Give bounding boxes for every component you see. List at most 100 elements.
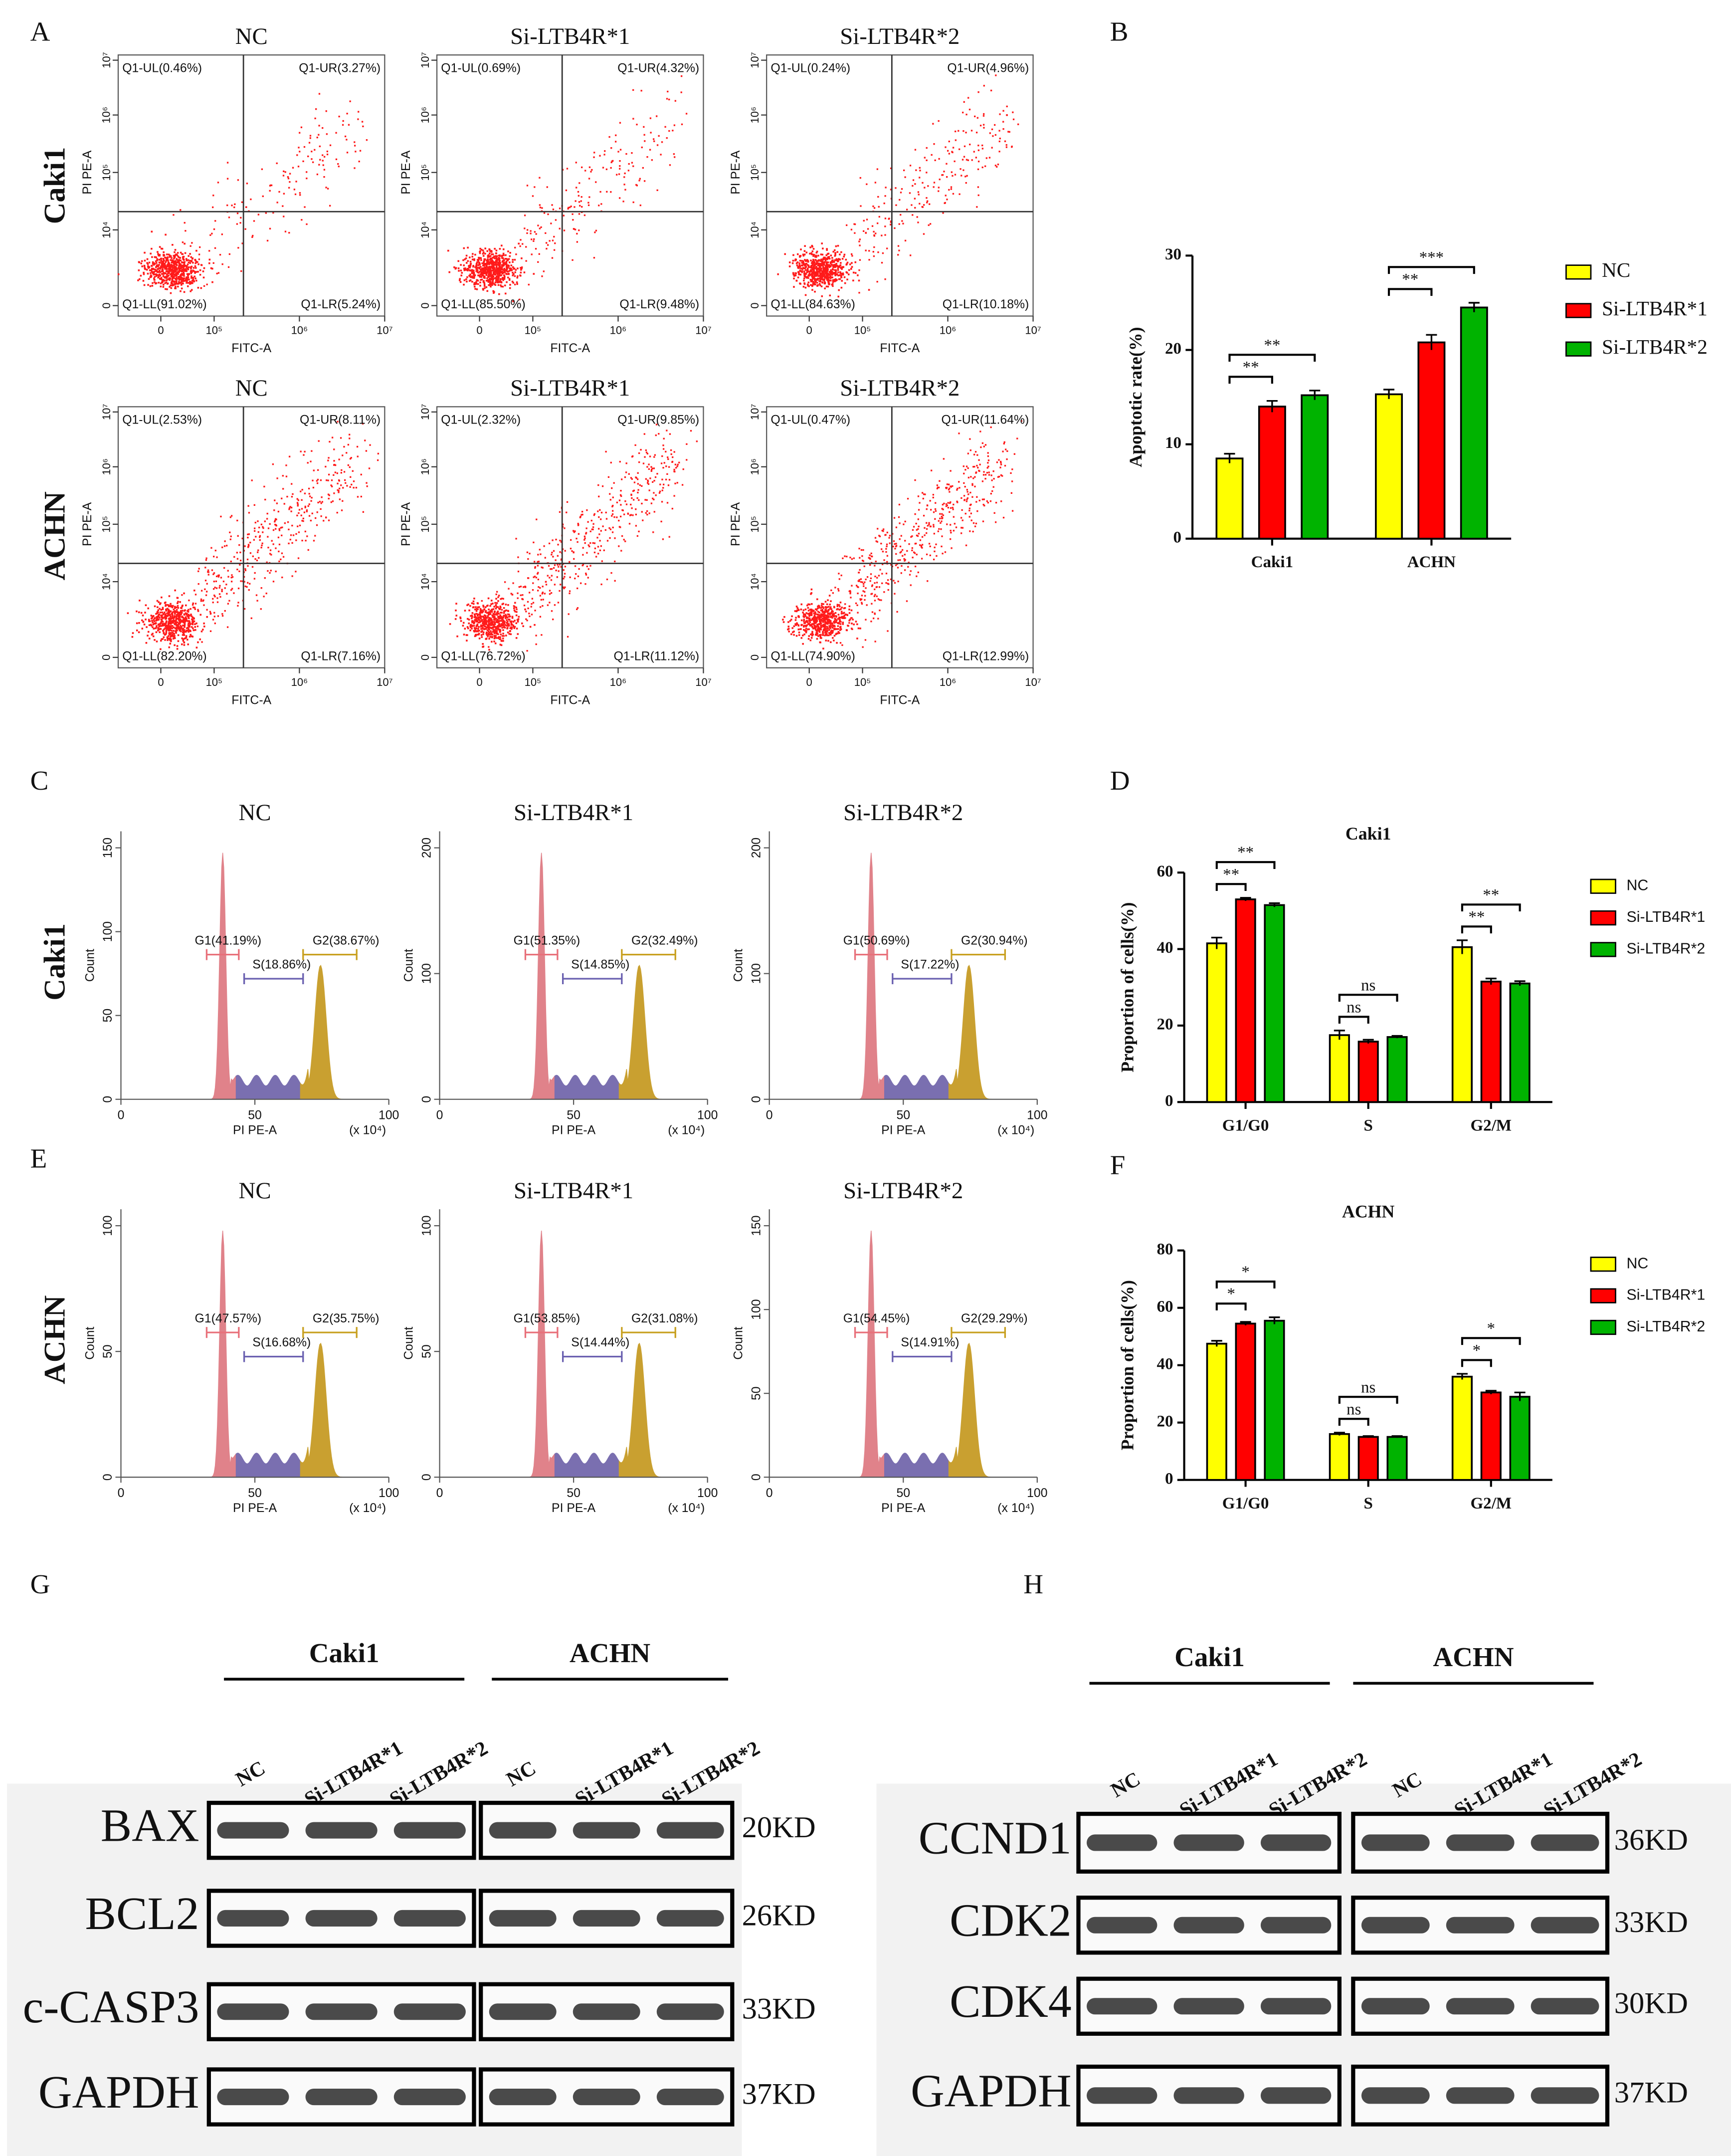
dot: [170, 255, 172, 257]
dot: [506, 627, 509, 629]
dot: [200, 590, 203, 592]
plot-title: NC: [235, 375, 268, 401]
dot: [489, 271, 491, 273]
dot: [828, 280, 830, 282]
dot: [160, 247, 163, 250]
dot: [575, 162, 577, 164]
dot: [481, 609, 483, 612]
dot: [840, 262, 842, 264]
dot: [796, 264, 798, 266]
dot: [788, 631, 790, 633]
dot: [278, 191, 280, 193]
dot: [502, 616, 504, 619]
dot: [828, 629, 830, 631]
dot: [489, 250, 491, 252]
dot: [494, 642, 497, 645]
dot: [488, 648, 490, 651]
dot: [492, 269, 494, 272]
dot: [208, 262, 210, 264]
dot: [269, 553, 271, 555]
dot: [181, 279, 184, 281]
dot: [810, 270, 812, 272]
dot: [831, 622, 833, 625]
dot: [206, 591, 208, 593]
dot: [505, 604, 507, 606]
dot: [504, 263, 506, 265]
dot: [835, 269, 837, 271]
dot: [558, 570, 560, 572]
dot: [649, 117, 652, 119]
dot: [198, 258, 200, 260]
dot: [160, 277, 163, 279]
dot: [932, 123, 934, 125]
dot: [330, 501, 332, 503]
dot: [469, 263, 472, 265]
dot: [160, 628, 162, 630]
dot: [167, 259, 169, 262]
dot: [646, 156, 648, 158]
panel-letter: H: [1023, 1569, 1043, 1599]
dot: [622, 201, 624, 203]
dot: [163, 628, 165, 631]
dot: [117, 273, 120, 275]
dot: [516, 608, 518, 611]
dot: [857, 274, 859, 276]
dot: [282, 556, 285, 558]
dot: [231, 205, 233, 207]
dot: [170, 627, 173, 629]
dot: [591, 169, 593, 171]
dot: [638, 530, 640, 533]
dot: [517, 597, 519, 599]
dot: [557, 555, 559, 557]
dot: [842, 623, 844, 625]
dot: [160, 265, 162, 267]
dot: [516, 611, 518, 613]
dot: [366, 485, 368, 487]
dot: [159, 603, 161, 605]
dot: [570, 206, 572, 208]
dot: [159, 271, 162, 273]
dot: [335, 158, 338, 161]
dot: [161, 611, 163, 614]
dot: [524, 215, 526, 216]
dot: [475, 613, 478, 615]
dot: [503, 615, 505, 617]
x-tick-label: 0: [158, 324, 164, 337]
dot: [489, 613, 492, 615]
dot: [497, 284, 500, 286]
dot: [816, 617, 818, 619]
dot: [471, 272, 473, 274]
dot: [509, 630, 511, 632]
dot: [837, 614, 840, 616]
dot: [488, 273, 490, 276]
dot: [355, 151, 357, 153]
dot: [493, 626, 495, 628]
dot: [816, 269, 818, 272]
dot: [820, 626, 822, 629]
dot: [475, 617, 477, 619]
dot: [483, 617, 486, 619]
dot: [262, 527, 264, 529]
dot: [492, 613, 495, 615]
dot: [834, 259, 836, 261]
dot: [485, 286, 488, 288]
dot: [486, 250, 489, 252]
dot: [170, 270, 173, 272]
dot: [500, 612, 502, 614]
dot: [585, 527, 587, 529]
dot: [496, 631, 498, 633]
dot: [501, 627, 503, 629]
dot: [654, 476, 657, 478]
dot: [165, 622, 168, 624]
dot: [138, 269, 140, 271]
dot: [553, 550, 555, 552]
dot: [631, 478, 633, 480]
dot: [482, 271, 484, 274]
dot: [666, 502, 669, 504]
dot: [662, 487, 664, 489]
dot: [159, 246, 161, 248]
dot: [1008, 131, 1010, 133]
dot: [539, 549, 541, 551]
dot: [191, 281, 193, 283]
dot: [868, 289, 870, 291]
